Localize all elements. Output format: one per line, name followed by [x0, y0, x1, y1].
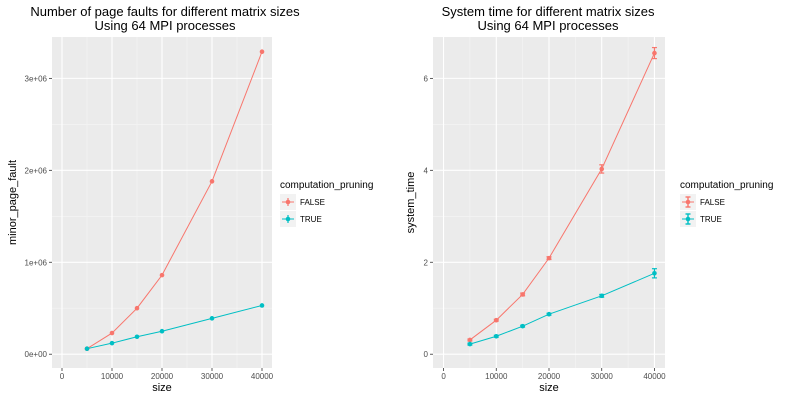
data-point [109, 330, 115, 336]
legend-label: FALSE [300, 198, 325, 207]
chart-1: 0 10000 20000 30000 40000 0e+00 1e+06 2e+06 3e+0… [7, 4, 373, 394]
y-tick-label: 2e+06 [25, 166, 48, 175]
y-axis-title: system_time [405, 172, 417, 234]
legend-key-point [285, 216, 291, 222]
data-point [134, 305, 140, 311]
data-point [599, 166, 605, 172]
data-point [159, 328, 165, 334]
data-point [259, 303, 265, 308]
chart-subtitle: Using 64 MPI processes [478, 18, 619, 33]
data-point [467, 337, 473, 343]
data-point [520, 323, 525, 329]
data-point [84, 346, 90, 351]
data-point [209, 316, 215, 321]
x-tick-label: 10000 [101, 372, 124, 381]
legend-title: computation_pruning [680, 180, 773, 191]
series-true [84, 303, 265, 351]
data-point [259, 49, 265, 55]
data-point [546, 311, 552, 317]
x-tick-label: 40000 [251, 372, 274, 381]
legend-title: computation_pruning [280, 180, 373, 191]
x-tick-label: 20000 [538, 372, 561, 381]
data-point [109, 340, 115, 346]
y-axis-title: minor_page_fault [7, 160, 19, 245]
x-axis-title: size [539, 382, 559, 394]
y-tick-label: 0e+00 [25, 350, 48, 359]
x-tick-label: 30000 [201, 372, 224, 381]
legend-key-point [685, 216, 691, 222]
legend: computation_pruning FALSE TRUE [680, 180, 773, 227]
data-point [652, 50, 657, 56]
chart-2: 0 10000 20000 30000 40000 0 2 4 6 System time for… [405, 4, 773, 394]
chart-subtitle: Using 64 MPI processes [95, 18, 236, 33]
data-point [134, 334, 140, 340]
data-point [493, 333, 499, 339]
x-tick-label: 30000 [591, 372, 614, 381]
legend-label: FALSE [700, 198, 725, 207]
series-line [469, 272, 655, 345]
data-point [652, 270, 657, 276]
series-line [86, 51, 263, 350]
data-point [467, 341, 473, 347]
series-false [467, 46, 657, 343]
x-tick-label: 20000 [151, 372, 174, 381]
legend-key-point [685, 199, 691, 205]
data-point [546, 255, 552, 261]
legend-key-point [285, 199, 291, 205]
y-tick-label: 1e+06 [25, 258, 48, 267]
data-point [159, 272, 165, 278]
legend: computation_pruning FALSE TRUE [280, 180, 373, 227]
series-line [86, 304, 263, 350]
x-tick-label: 10000 [485, 372, 508, 381]
legend-label: TRUE [700, 215, 722, 224]
legend-label: TRUE [300, 215, 322, 224]
chart-title: System time for different matrix sizes [442, 4, 655, 19]
y-tick-label: 6 [424, 74, 429, 83]
x-tick-label: 40000 [643, 372, 666, 381]
y-tick-label: 0 [424, 350, 429, 359]
y-tick-label: 4 [424, 166, 429, 175]
series-true [467, 268, 657, 347]
x-tick-label: 0 [441, 372, 446, 381]
y-tick-label: 3e+06 [25, 74, 48, 83]
chart-title: Number of page faults for different matr… [30, 4, 300, 19]
x-tick-label: 0 [60, 372, 65, 381]
data-point [520, 292, 525, 297]
y-tick-label: 2 [424, 258, 429, 267]
x-axis-title: size [152, 382, 172, 394]
series-line [469, 52, 655, 341]
data-point [599, 293, 605, 299]
data-point [493, 317, 499, 323]
data-point [209, 179, 215, 184]
